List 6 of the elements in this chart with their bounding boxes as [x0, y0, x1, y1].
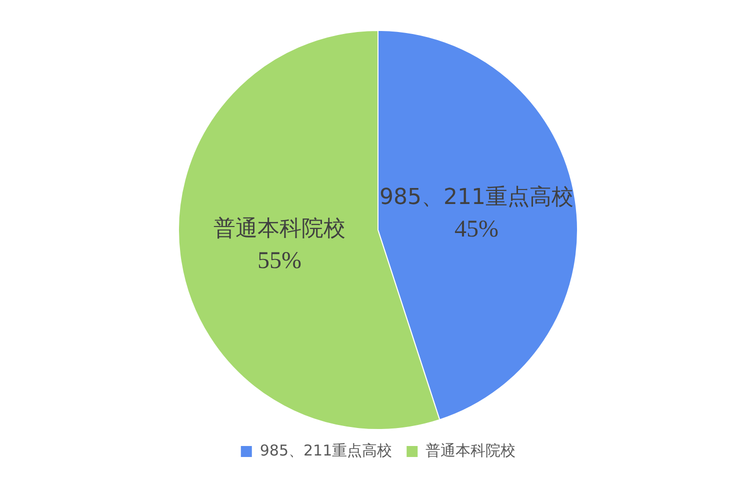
slice-label: 985、211重点高校: [380, 185, 574, 210]
slice-label: 普通本科院校: [213, 216, 346, 242]
legend-label: 985、211重点高校: [260, 441, 392, 460]
data-label: 45%: [454, 216, 499, 243]
legend-label: 普通本科院校: [426, 441, 516, 460]
data-label: 55%: [257, 248, 302, 274]
